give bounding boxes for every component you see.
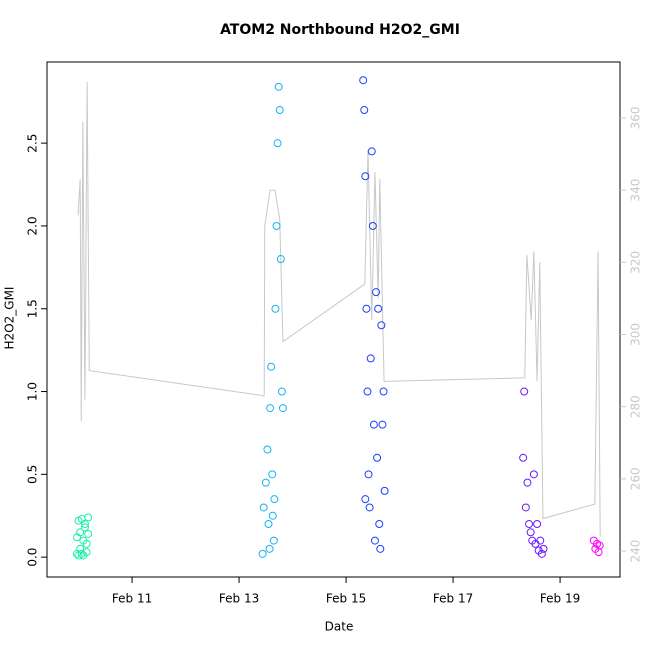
x-tick-label: Feb 13 — [219, 592, 259, 606]
scatter-point — [372, 288, 381, 297]
scatter-point — [361, 172, 370, 181]
scatter-point — [82, 548, 91, 557]
scatter-point — [521, 503, 530, 512]
scatter-point — [261, 478, 270, 487]
scatter-point — [277, 387, 286, 396]
scatter-point — [275, 106, 284, 115]
scatter-point — [274, 82, 283, 91]
scatter-point — [82, 539, 91, 548]
scatter-point — [271, 304, 280, 313]
scatter-point — [374, 304, 383, 313]
scatter-point — [519, 453, 528, 462]
scatter-point — [370, 536, 379, 545]
scatter-point — [526, 528, 535, 537]
y-tick-label: 2.5 — [26, 134, 40, 153]
scatter-point — [359, 76, 368, 85]
y2-tick-label: 240 — [629, 540, 643, 563]
x-tick-label: Feb 17 — [433, 592, 473, 606]
x-tick-label: Feb 19 — [540, 592, 580, 606]
y2-tick-label: 300 — [629, 323, 643, 346]
x-tick-label: Feb 11 — [112, 592, 152, 606]
y-axis-label: H2O2_GMI — [3, 287, 17, 350]
scatter-point — [269, 536, 278, 545]
x-tick-label: Feb 15 — [326, 592, 366, 606]
plot-frame — [46, 61, 621, 578]
scatter-point — [367, 147, 376, 156]
y2-tick-label: 340 — [629, 179, 643, 202]
scatter-point — [373, 453, 382, 462]
scatter-point — [266, 404, 275, 413]
scatter-point — [369, 420, 378, 429]
scatter-point — [265, 544, 274, 553]
scatter-point — [379, 387, 388, 396]
y-tick-label: 2.0 — [26, 216, 40, 235]
y-tick-label: 0.0 — [26, 548, 40, 567]
scatter-point — [80, 520, 89, 529]
scatter-point — [263, 445, 272, 454]
y-tick-label: 0.5 — [26, 465, 40, 484]
scatter-point — [539, 544, 548, 553]
scatter-point — [273, 139, 282, 148]
scatter-point — [377, 321, 386, 330]
scatter-point — [380, 486, 389, 495]
scatter-point — [364, 470, 373, 479]
scatter-point — [520, 387, 529, 396]
scatter-point — [276, 255, 285, 264]
scatter-point — [375, 520, 384, 529]
scatter-point — [267, 362, 276, 371]
scatter-point — [361, 495, 370, 504]
scatter-point — [595, 541, 604, 550]
y2-tick-label: 260 — [629, 467, 643, 490]
scatter-point — [533, 520, 542, 529]
scatter-point — [272, 221, 281, 230]
scatter-point — [270, 495, 279, 504]
scatter-point — [378, 420, 387, 429]
scatter-point — [259, 503, 268, 512]
scatter-point — [366, 354, 375, 363]
scatter-point — [368, 221, 377, 230]
scatter-point — [278, 404, 287, 413]
y-tick-label: 1.0 — [26, 382, 40, 401]
scatter-point — [365, 503, 374, 512]
scatter-point — [258, 549, 267, 558]
y2-tick-label: 360 — [629, 106, 643, 129]
scatter-point — [77, 549, 86, 558]
y2-tick-label: 320 — [629, 251, 643, 274]
scatter-point — [362, 304, 371, 313]
scatter-point — [268, 511, 277, 520]
scatter-point — [536, 536, 545, 545]
x-axis-label: Date — [325, 620, 354, 634]
scatter-point — [264, 520, 273, 529]
scatter-point — [363, 387, 372, 396]
scatter-point — [268, 470, 277, 479]
scatter-point — [525, 520, 534, 529]
y2-tick-label: 280 — [629, 395, 643, 418]
scatter-point — [523, 478, 532, 487]
scatter-point — [80, 523, 89, 532]
scatter-point — [529, 470, 538, 479]
scatter-point — [360, 106, 369, 115]
scatter-point — [376, 544, 385, 553]
chart-title: ATOM2 Northbound H2O2_GMI — [220, 22, 460, 38]
scatter-point — [84, 529, 93, 538]
line-series — [77, 81, 601, 537]
y-tick-label: 1.5 — [26, 299, 40, 318]
scatter-point — [76, 528, 85, 537]
scatter-point — [84, 513, 93, 522]
scatter-point — [537, 549, 546, 558]
